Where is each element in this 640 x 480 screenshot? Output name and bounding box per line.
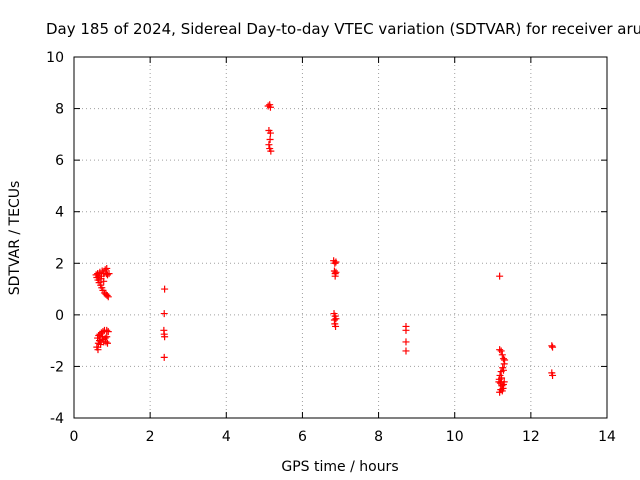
data-point [498,351,506,359]
y-tick-label: 10 [46,50,64,66]
data-point [161,285,169,293]
data-point [332,315,340,323]
data-point [496,272,504,280]
data-point [105,270,113,278]
data-point [104,328,112,336]
data-point [100,277,108,285]
data-point [102,338,110,346]
x-axis-label: GPS time / hours [281,459,398,475]
data-point [332,322,340,330]
y-tick-label: -2 [50,359,64,375]
data-point [331,272,339,280]
data-point [549,371,557,379]
data-point [402,338,410,346]
grid [74,57,607,418]
x-tick-label: 4 [222,429,231,445]
y-tick-label: -4 [50,411,64,427]
data-point [332,268,340,276]
data-point [332,258,340,266]
x-tick-label: 8 [374,429,383,445]
data-point [103,292,111,300]
data-point [266,136,274,144]
y-tick-label: 0 [55,308,64,324]
x-tick-label: 12 [522,429,540,445]
data-point [501,356,509,364]
data-point [267,147,275,155]
data-point [499,366,507,374]
data-point [266,129,274,137]
data-point [402,326,410,334]
x-tick-label: 0 [70,429,79,445]
axis-ticks: 0 2 4 6 8 10 12 14 -4 -2 0 2 4 6 8 10 [46,50,616,445]
data-point [104,339,112,347]
y-axis-label: SDTVAR / TECUs [7,181,23,296]
data-point [103,264,111,272]
x-tick-label: 10 [446,429,464,445]
data-point [499,355,507,363]
data-point [160,353,168,361]
data-point [104,293,112,301]
data-point [497,347,505,355]
x-tick-label: 14 [598,429,616,445]
x-tick-label: 6 [298,429,307,445]
y-tick-label: 8 [55,102,64,118]
data-point [548,342,556,350]
data-point [266,103,274,111]
data-point [331,259,339,267]
data-point [402,347,410,355]
plot-frame [73,56,608,419]
data-point [495,378,503,386]
data-point [101,266,109,274]
data-points [92,101,557,396]
data-point [160,310,168,318]
y-tick-label: 4 [55,205,64,221]
data-point [498,387,506,395]
chart-title: Day 185 of 2024, Sidereal Day-to-day VTE… [46,20,640,38]
data-point [265,141,273,149]
y-tick-label: 2 [55,256,64,272]
data-point [160,330,168,338]
data-point [549,343,557,351]
data-point [103,326,111,334]
data-point [94,346,102,354]
data-point [104,271,112,279]
y-tick-label: 6 [55,153,64,169]
data-point [496,346,504,354]
data-point [103,333,111,341]
x-tick-label: 2 [146,429,155,445]
data-point [498,374,506,382]
